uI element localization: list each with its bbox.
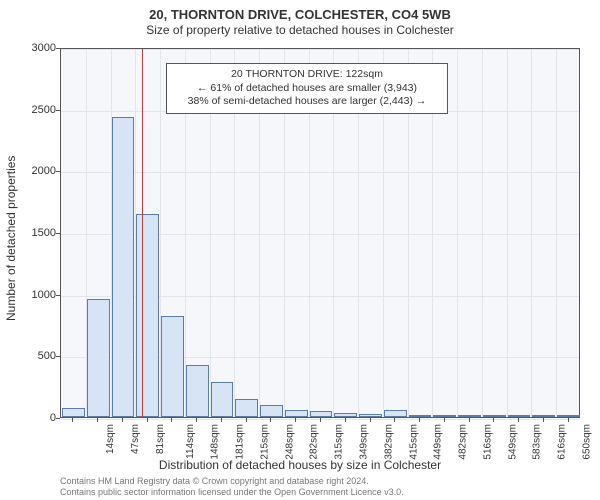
xtick-label: 215sqm <box>260 424 271 460</box>
xtick-label: 181sqm <box>235 424 246 460</box>
chart-container: 20, THORNTON DRIVE, COLCHESTER, CO4 5WB … <box>0 0 600 500</box>
xtick-label: 382sqm <box>383 424 394 460</box>
histogram-bar <box>409 415 432 417</box>
xtick-mark <box>295 418 296 422</box>
chart-subtitle: Size of property relative to detached ho… <box>0 22 600 37</box>
histogram-bar <box>557 415 580 417</box>
xtick-mark <box>171 418 172 422</box>
xtick-mark <box>493 418 494 422</box>
ytick-mark <box>56 233 60 234</box>
ytick-label: 2000 <box>6 165 56 177</box>
xtick-mark <box>97 418 98 422</box>
xtick-mark <box>469 418 470 422</box>
xtick-label: 248sqm <box>284 424 295 460</box>
ytick-mark <box>56 48 60 49</box>
xtick-mark <box>221 418 222 422</box>
xtick-label: 81sqm <box>155 424 166 454</box>
ytick-mark <box>56 418 60 419</box>
gridline-h <box>61 172 579 173</box>
xtick-label: 14sqm <box>105 424 116 454</box>
ytick-mark <box>56 171 60 172</box>
xtick-mark <box>444 418 445 422</box>
ytick-label: 0 <box>6 412 56 424</box>
property-marker-line <box>142 49 143 417</box>
xtick-mark <box>72 418 73 422</box>
plot-area: 20 THORNTON DRIVE: 122sqm← 61% of detach… <box>60 48 580 418</box>
credits-line-1: Contains HM Land Registry data © Crown c… <box>60 476 404 487</box>
xtick-label: 650sqm <box>581 424 592 460</box>
histogram-bar <box>483 415 506 417</box>
gridline-v <box>507 49 508 417</box>
xtick-label: 415sqm <box>408 424 419 460</box>
histogram-bar <box>211 382 234 417</box>
histogram-bar <box>433 415 456 417</box>
annotation-line-3: 38% of semi-detached houses are larger (… <box>173 95 441 109</box>
xtick-mark <box>196 418 197 422</box>
histogram-bar <box>62 408 85 417</box>
histogram-bar <box>285 410 308 417</box>
ytick-mark <box>56 110 60 111</box>
xtick-label: 449sqm <box>433 424 444 460</box>
histogram-bar <box>161 316 184 417</box>
xtick-label: 349sqm <box>359 424 370 460</box>
xtick-label: 549sqm <box>507 424 518 460</box>
histogram-bar <box>310 411 333 417</box>
xtick-mark <box>122 418 123 422</box>
xtick-mark <box>370 418 371 422</box>
xtick-mark <box>345 418 346 422</box>
histogram-bar <box>87 299 110 417</box>
ytick-label: 500 <box>6 350 56 362</box>
xtick-label: 47sqm <box>130 424 141 454</box>
ytick-label: 1500 <box>6 227 56 239</box>
annotation-line-2: ← 61% of detached houses are smaller (3,… <box>173 82 441 96</box>
histogram-bar <box>532 415 555 417</box>
gridline-v <box>482 49 483 417</box>
xtick-mark <box>147 418 148 422</box>
gridline-v <box>556 49 557 417</box>
ytick-label: 3000 <box>6 42 56 54</box>
xtick-label: 482sqm <box>458 424 469 460</box>
histogram-bar <box>260 405 283 417</box>
gridline-h <box>61 49 579 50</box>
xtick-label: 616sqm <box>557 424 568 460</box>
histogram-bar <box>136 214 159 418</box>
credits-line-2: Contains public sector information licen… <box>60 487 404 498</box>
histogram-bar <box>235 399 258 417</box>
xtick-mark <box>394 418 395 422</box>
xtick-label: 114sqm <box>185 424 196 459</box>
ytick-label: 1000 <box>6 289 56 301</box>
histogram-bar <box>186 365 209 417</box>
xtick-label: 315sqm <box>334 424 345 460</box>
xtick-label: 516sqm <box>482 424 493 460</box>
histogram-bar <box>508 415 531 417</box>
histogram-bar <box>458 415 481 417</box>
gridline-v <box>531 49 532 417</box>
xtick-mark <box>518 418 519 422</box>
xtick-label: 583sqm <box>532 424 543 460</box>
xtick-mark <box>543 418 544 422</box>
property-annotation: 20 THORNTON DRIVE: 122sqm← 61% of detach… <box>166 63 448 114</box>
histogram-bar <box>334 413 357 417</box>
gridline-v <box>457 49 458 417</box>
histogram-bar <box>112 117 135 417</box>
xtick-label: 282sqm <box>309 424 320 460</box>
chart-title: 20, THORNTON DRIVE, COLCHESTER, CO4 5WB <box>0 0 600 22</box>
x-axis-title: Distribution of detached houses by size … <box>0 458 600 472</box>
xtick-mark <box>246 418 247 422</box>
xtick-label: 148sqm <box>210 424 221 460</box>
annotation-line-1: 20 THORNTON DRIVE: 122sqm <box>173 68 441 82</box>
histogram-bar <box>359 414 382 417</box>
ytick-mark <box>56 356 60 357</box>
xtick-mark <box>568 418 569 422</box>
xtick-mark <box>419 418 420 422</box>
ytick-label: 2500 <box>6 104 56 116</box>
histogram-bar <box>384 410 407 417</box>
xtick-mark <box>270 418 271 422</box>
xtick-mark <box>320 418 321 422</box>
credits: Contains HM Land Registry data © Crown c… <box>60 476 404 498</box>
ytick-mark <box>56 295 60 296</box>
